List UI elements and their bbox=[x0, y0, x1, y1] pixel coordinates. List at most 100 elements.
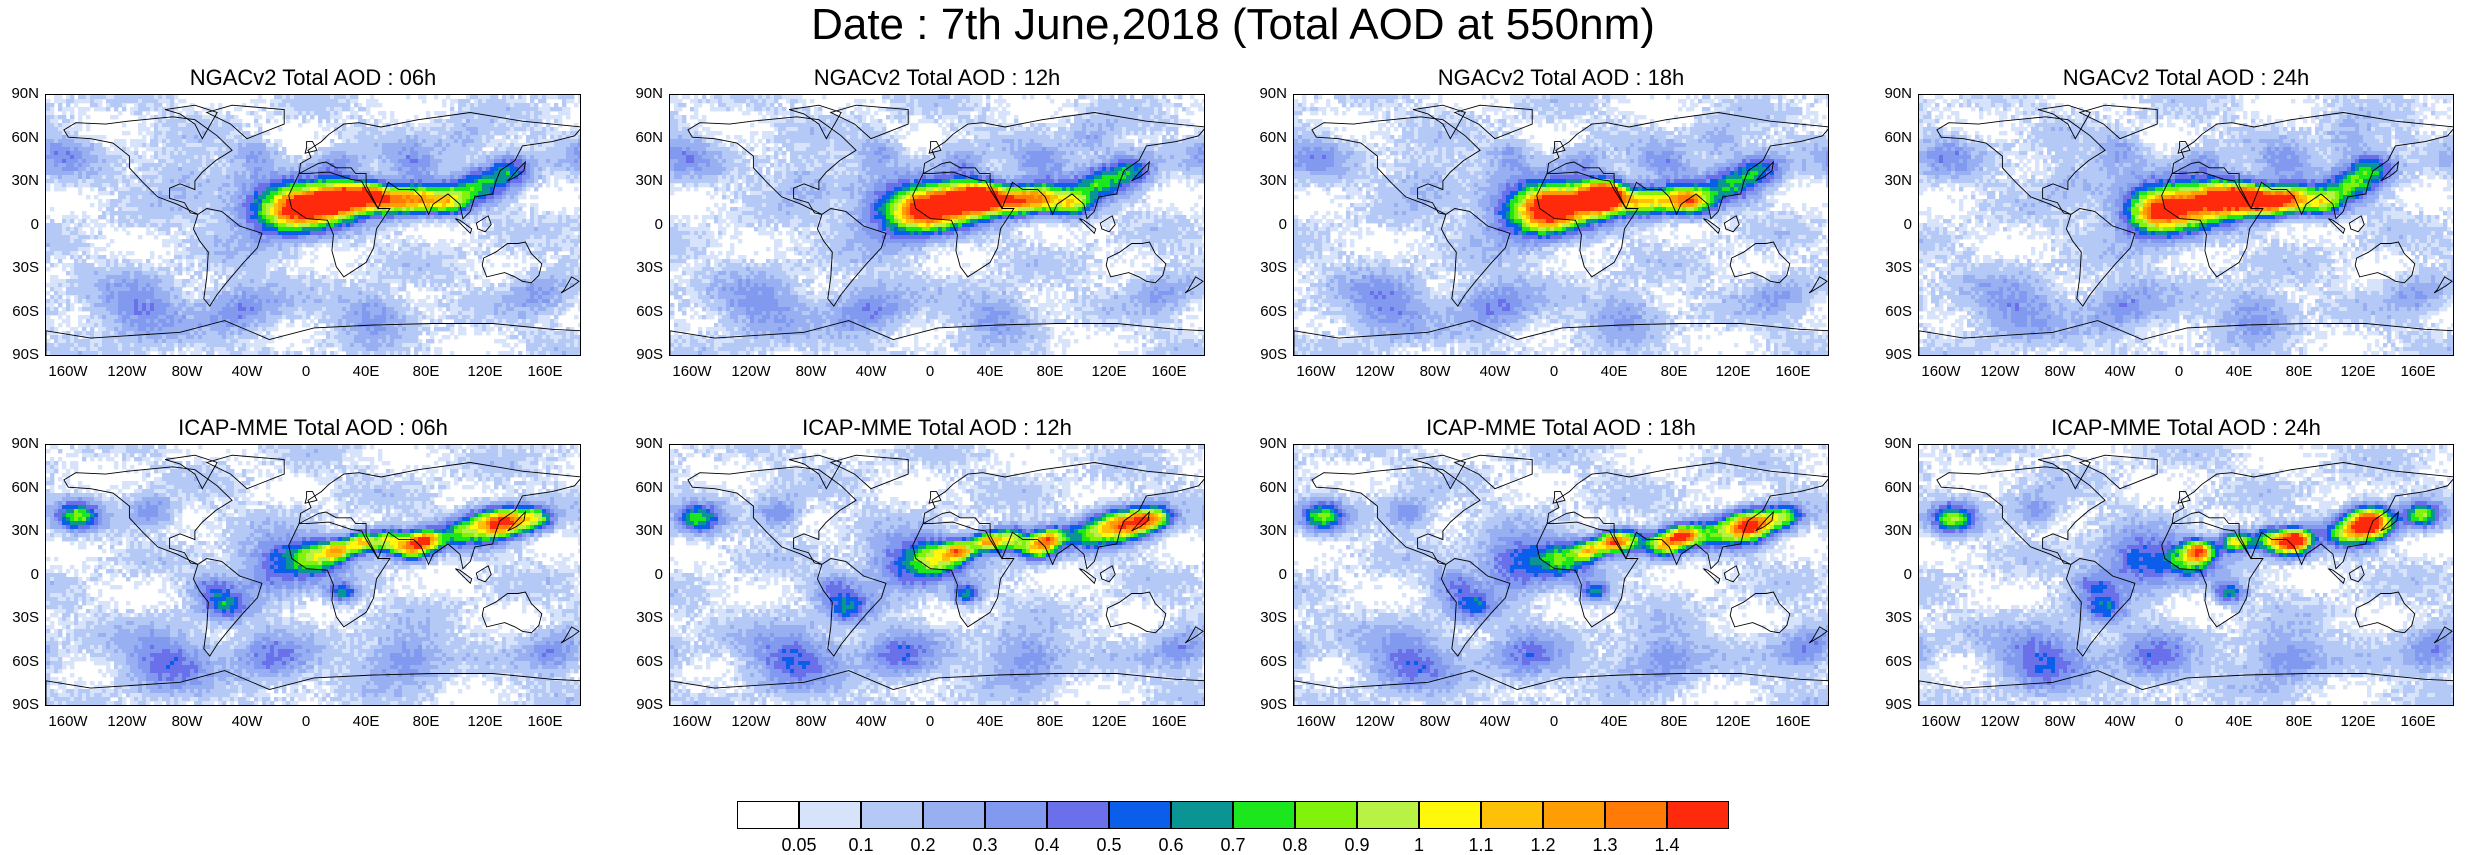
aod-cells bbox=[46, 445, 581, 706]
lat-tick-label: 90N bbox=[1255, 436, 1287, 452]
lat-tick-label: 30N bbox=[1255, 173, 1287, 189]
lon-tick-label: 160W bbox=[662, 364, 722, 380]
colorbar-label: 1 bbox=[1389, 835, 1449, 855]
lat-tick-label: 60N bbox=[631, 130, 663, 146]
lat-tick-label: 30S bbox=[631, 260, 663, 276]
aod-cells bbox=[1919, 445, 2454, 706]
aod-cells bbox=[670, 95, 1205, 356]
lat-tick-label: 60S bbox=[1255, 304, 1287, 320]
colorbar-label: 0.6 bbox=[1141, 835, 1201, 855]
lon-tick-label: 160E bbox=[1763, 714, 1823, 730]
lat-tick-label: 30S bbox=[631, 610, 663, 626]
lon-tick-label: 40W bbox=[1465, 714, 1525, 730]
lat-tick-label: 30N bbox=[7, 173, 39, 189]
lat-tick-label: 90N bbox=[1255, 86, 1287, 102]
aod-map bbox=[669, 94, 1205, 356]
lat-tick-label: 30S bbox=[7, 260, 39, 276]
colorbar-label: 0.7 bbox=[1203, 835, 1263, 855]
lat-tick-label: 0 bbox=[1880, 567, 1912, 583]
lat-tick-label: 0 bbox=[631, 567, 663, 583]
lon-tick-label: 0 bbox=[900, 714, 960, 730]
lat-tick-label: 60S bbox=[1255, 654, 1287, 670]
lat-tick-label: 60S bbox=[631, 304, 663, 320]
aod-field-svg bbox=[670, 445, 1205, 706]
lon-tick-label: 40W bbox=[1465, 364, 1525, 380]
aod-field-svg bbox=[1919, 95, 2454, 356]
lat-tick-label: 90S bbox=[1880, 347, 1912, 363]
lon-tick-label: 120W bbox=[1970, 364, 2030, 380]
lon-tick-label: 80E bbox=[1020, 364, 1080, 380]
lat-tick-label: 90S bbox=[1255, 697, 1287, 713]
lon-tick-label: 80W bbox=[1405, 714, 1465, 730]
lon-tick-label: 0 bbox=[276, 364, 336, 380]
lat-tick-label: 60N bbox=[1255, 480, 1287, 496]
lon-tick-label: 0 bbox=[1524, 714, 1584, 730]
lon-tick-label: 160W bbox=[662, 714, 722, 730]
aod-field-svg bbox=[1294, 95, 1829, 356]
aod-map bbox=[1293, 444, 1829, 706]
colorbar-swatch bbox=[1481, 801, 1543, 829]
lat-tick-label: 0 bbox=[7, 567, 39, 583]
lon-tick-label: 120W bbox=[97, 714, 157, 730]
colorbar-swatch bbox=[1357, 801, 1419, 829]
lat-tick-label: 90S bbox=[1880, 697, 1912, 713]
colorbar-label: 0.3 bbox=[955, 835, 1015, 855]
lon-tick-label: 120W bbox=[97, 364, 157, 380]
lon-tick-label: 120E bbox=[2328, 714, 2388, 730]
aod-field-svg bbox=[46, 95, 581, 356]
lon-tick-label: 80W bbox=[157, 364, 217, 380]
lon-tick-label: 40E bbox=[1584, 714, 1644, 730]
lat-tick-label: 90S bbox=[1255, 347, 1287, 363]
lat-tick-label: 0 bbox=[631, 217, 663, 233]
lon-tick-label: 120E bbox=[1079, 364, 1139, 380]
lon-tick-label: 80W bbox=[1405, 364, 1465, 380]
lon-tick-label: 160W bbox=[1911, 364, 1971, 380]
lon-tick-label: 0 bbox=[276, 714, 336, 730]
lon-tick-label: 80E bbox=[2269, 364, 2329, 380]
lat-tick-label: 0 bbox=[1880, 217, 1912, 233]
lon-tick-label: 160E bbox=[1139, 714, 1199, 730]
lon-tick-label: 160E bbox=[515, 714, 575, 730]
colorbar-swatch bbox=[1419, 801, 1481, 829]
colorbar-swatch bbox=[1109, 801, 1171, 829]
aod-field-svg bbox=[670, 95, 1205, 356]
colorbar-swatch bbox=[1605, 801, 1667, 829]
aod-field-svg bbox=[1294, 445, 1829, 706]
lon-tick-label: 40E bbox=[1584, 364, 1644, 380]
lon-tick-label: 160E bbox=[1763, 364, 1823, 380]
lon-tick-label: 40E bbox=[336, 364, 396, 380]
lon-tick-label: 40E bbox=[2209, 364, 2269, 380]
lon-tick-label: 120E bbox=[455, 364, 515, 380]
lat-tick-label: 90N bbox=[1880, 86, 1912, 102]
lat-tick-label: 60N bbox=[1880, 130, 1912, 146]
aod-map bbox=[669, 444, 1205, 706]
lat-tick-label: 30N bbox=[1880, 523, 1912, 539]
colorbar-label: 0.05 bbox=[769, 835, 829, 855]
lon-tick-label: 0 bbox=[2149, 364, 2209, 380]
colorbar-swatch bbox=[1171, 801, 1233, 829]
lat-tick-label: 30S bbox=[7, 610, 39, 626]
colorbar-label: 1.4 bbox=[1637, 835, 1697, 855]
lat-tick-label: 90S bbox=[631, 347, 663, 363]
lat-tick-label: 60S bbox=[7, 304, 39, 320]
colorbar-swatch bbox=[861, 801, 923, 829]
lon-tick-label: 0 bbox=[2149, 714, 2209, 730]
colorbar-swatch bbox=[1047, 801, 1109, 829]
lon-tick-label: 160W bbox=[1911, 714, 1971, 730]
lat-tick-label: 0 bbox=[1255, 567, 1287, 583]
lon-tick-label: 120E bbox=[1703, 714, 1763, 730]
lon-tick-label: 40W bbox=[2090, 714, 2150, 730]
lon-tick-label: 80E bbox=[1020, 714, 1080, 730]
lon-tick-label: 160W bbox=[1286, 714, 1346, 730]
aod-cells bbox=[46, 95, 581, 356]
colorbar-swatch bbox=[923, 801, 985, 829]
lon-tick-label: 120W bbox=[1345, 714, 1405, 730]
aod-cells bbox=[670, 445, 1205, 706]
aod-map bbox=[45, 94, 581, 356]
lon-tick-label: 80E bbox=[396, 714, 456, 730]
colorbar-swatch bbox=[1233, 801, 1295, 829]
lat-tick-label: 90N bbox=[7, 86, 39, 102]
colorbar-label: 0.1 bbox=[831, 835, 891, 855]
panel-title: ICAP-MME Total AOD : 12h bbox=[669, 414, 1205, 442]
lon-tick-label: 160E bbox=[1139, 364, 1199, 380]
